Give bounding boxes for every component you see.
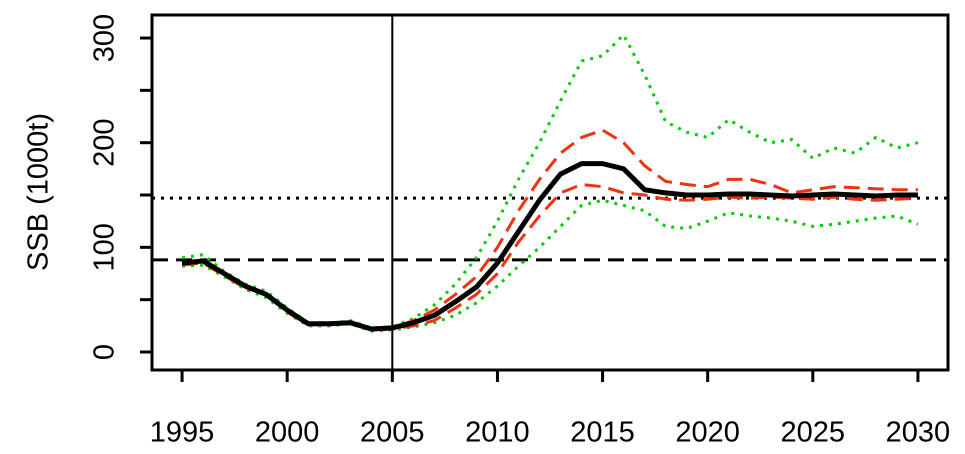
- series-line: [181, 183, 919, 332]
- y-tick-label: 0: [89, 344, 121, 360]
- x-tick-label: 2005: [360, 417, 425, 449]
- x-tick-label: 2020: [675, 417, 740, 449]
- y-axis-label: SSB (1000t): [23, 113, 55, 271]
- x-tick-label: 2025: [781, 417, 846, 449]
- x-tick-label: 2015: [570, 417, 635, 449]
- x-tick-label: 2000: [255, 417, 320, 449]
- plot-frame: [150, 13, 950, 372]
- y-tick-label: 200: [89, 118, 121, 166]
- x-tick-label: 2010: [465, 417, 530, 449]
- series-line: [181, 198, 919, 333]
- y-tick-label: 300: [89, 14, 121, 62]
- x-tick-label: 2030: [886, 417, 951, 449]
- series-line: [181, 128, 918, 332]
- series-line: [181, 33, 919, 330]
- y-tick-label: 100: [89, 223, 121, 271]
- series-line: [181, 161, 918, 332]
- x-tick-label: 1995: [150, 417, 215, 449]
